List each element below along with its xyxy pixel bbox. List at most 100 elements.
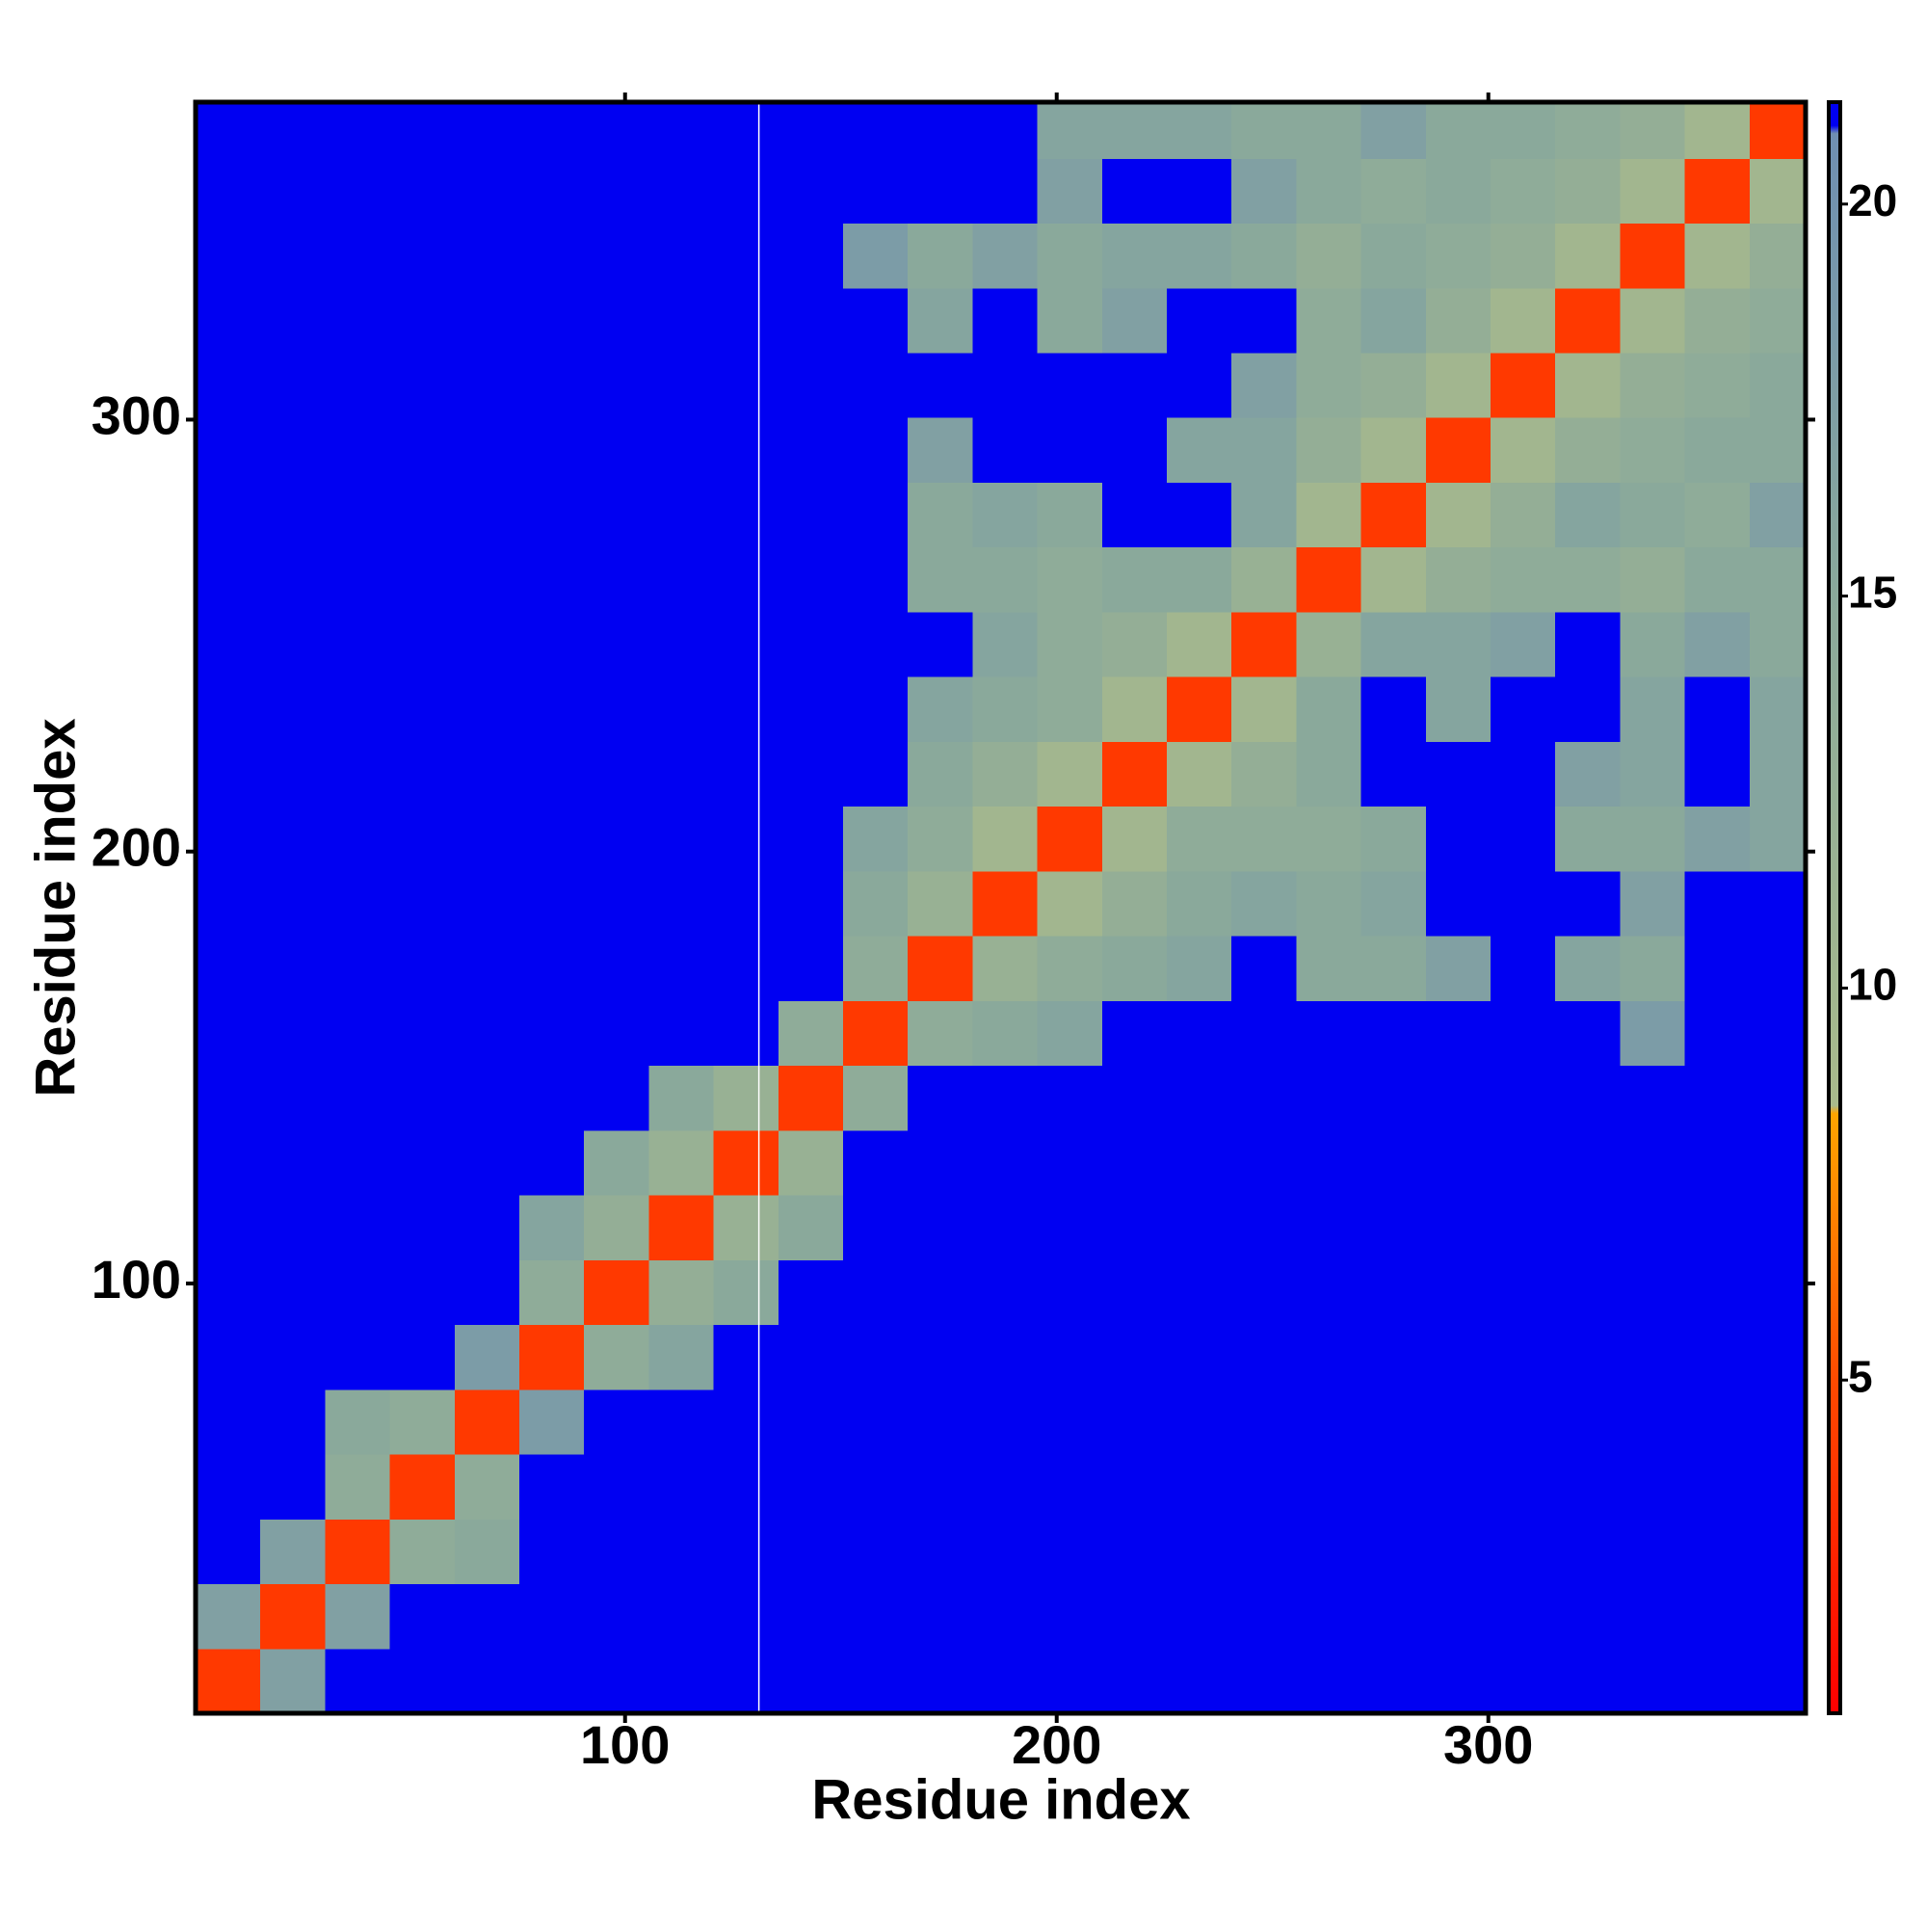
heatmap-cell — [1749, 1454, 1807, 1520]
heatmap-cell — [1620, 352, 1686, 418]
heatmap-cell — [713, 352, 779, 418]
heatmap-cell — [196, 1000, 261, 1067]
heatmap-cell — [972, 352, 1039, 418]
heatmap-cell — [1490, 287, 1556, 354]
heatmap-cell — [908, 158, 973, 225]
heatmap-cell — [778, 482, 844, 548]
heatmap-cell — [1231, 546, 1297, 613]
heatmap-cell — [842, 806, 909, 872]
heatmap-cell — [518, 546, 585, 613]
heatmap-cell — [972, 1324, 1039, 1390]
heatmap-cell — [1360, 870, 1427, 937]
heatmap-cell — [260, 676, 326, 742]
heatmap-cell — [389, 1324, 456, 1390]
heatmap-cell — [972, 1583, 1039, 1650]
heatmap-cell — [972, 223, 1039, 289]
heatmap-cell — [1296, 546, 1362, 613]
heatmap-cell — [908, 352, 973, 418]
heatmap-cell — [584, 482, 649, 548]
heatmap-cell — [454, 1583, 520, 1650]
heatmap-cell — [1360, 1129, 1427, 1196]
heatmap-cell — [196, 1195, 261, 1260]
heatmap-cell — [1749, 936, 1807, 1001]
heatmap-cell — [1296, 870, 1362, 937]
heatmap-cell — [713, 102, 779, 159]
heatmap-cell — [972, 870, 1039, 937]
heatmap-cell — [1166, 1454, 1232, 1520]
heatmap-cell — [196, 1648, 261, 1714]
heatmap-cell — [1490, 223, 1556, 289]
heatmap-cell — [1749, 870, 1807, 937]
heatmap-cell — [1296, 1259, 1362, 1326]
heatmap-cell — [842, 352, 909, 418]
heatmap-cell — [778, 1324, 844, 1390]
heatmap-cell — [1684, 1195, 1751, 1260]
heatmap-cell — [778, 611, 844, 677]
heatmap-cell — [325, 1454, 391, 1520]
heatmap-cell — [648, 546, 715, 613]
heatmap-cell — [1684, 417, 1751, 483]
heatmap-cell — [1101, 223, 1168, 289]
heatmap-cell — [325, 1129, 391, 1196]
heatmap-cell — [1684, 102, 1751, 159]
heatmap-cell — [518, 1454, 585, 1520]
heatmap-cell — [842, 611, 909, 677]
heatmap-cell — [713, 870, 779, 937]
heatmap-cell — [1684, 1065, 1751, 1131]
heatmap-cell — [1425, 158, 1491, 225]
heatmap-cell — [325, 676, 391, 742]
heatmap-cell — [713, 287, 779, 354]
heatmap-cell — [584, 102, 649, 159]
heatmap-cell — [1101, 417, 1168, 483]
heatmap-cell — [1620, 1389, 1686, 1455]
heatmap-cell — [1037, 546, 1103, 613]
heatmap-cell — [1360, 1000, 1427, 1067]
heatmap-cell — [1620, 611, 1686, 677]
heatmap-cell — [584, 1324, 649, 1390]
heatmap-cell — [908, 102, 973, 159]
heatmap-cell — [778, 158, 844, 225]
heatmap-cell — [1231, 1129, 1297, 1196]
heatmap-cell — [1231, 1259, 1297, 1326]
heatmap-cell — [908, 1195, 973, 1260]
heatmap-cell — [1749, 806, 1807, 872]
heatmap-cell — [1037, 1324, 1103, 1390]
heatmap-cell — [1425, 1195, 1491, 1260]
heatmap-cell — [584, 1648, 649, 1714]
heatmap-cell — [1425, 676, 1491, 742]
heatmap-cell — [842, 102, 909, 159]
heatmap-cell — [648, 1583, 715, 1650]
heatmap-cell — [1684, 546, 1751, 613]
heatmap-cell — [260, 1389, 326, 1455]
heatmap-cell — [842, 158, 909, 225]
heatmap-cell — [1231, 223, 1297, 289]
heatmap-cell — [972, 1454, 1039, 1520]
heatmap-cell — [1684, 1519, 1751, 1585]
heatmap-cell — [1166, 158, 1232, 225]
heatmap-cell — [584, 1195, 649, 1260]
heatmap-cell — [518, 287, 585, 354]
colorbar-tick-label: 10 — [1848, 960, 1897, 1010]
heatmap-cell — [260, 1454, 326, 1520]
heatmap-cell — [454, 1389, 520, 1455]
heatmap-cell — [389, 287, 456, 354]
heatmap-cell — [1166, 1583, 1232, 1650]
heatmap-cell — [1166, 741, 1232, 807]
heatmap-cell — [778, 1000, 844, 1067]
heatmap-cell — [1231, 1065, 1297, 1131]
heatmap-cell — [1684, 1583, 1751, 1650]
heatmap-cell — [584, 676, 649, 742]
heatmap-cell — [584, 1454, 649, 1520]
heatmap-cell — [389, 102, 456, 159]
heatmap-cell — [260, 1000, 326, 1067]
heatmap-cell — [260, 936, 326, 1001]
heatmap-cell — [908, 482, 973, 548]
heatmap-cell — [1555, 1324, 1621, 1390]
heatmap-cell — [454, 611, 520, 677]
heatmap-cell — [1037, 1129, 1103, 1196]
heatmap-cell — [1620, 417, 1686, 483]
heatmap-cell — [518, 223, 585, 289]
heatmap-cell — [454, 1000, 520, 1067]
heatmap-cell — [1101, 1065, 1168, 1131]
heatmap-cell — [778, 352, 844, 418]
